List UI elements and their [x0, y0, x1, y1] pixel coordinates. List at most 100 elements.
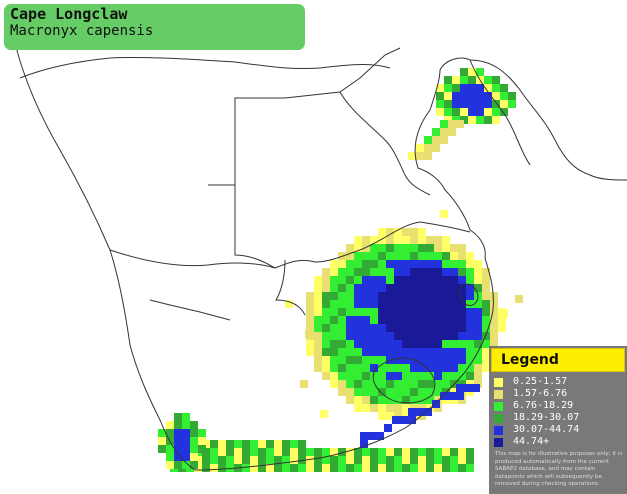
distribution-cell — [362, 332, 370, 340]
distribution-cell — [418, 228, 426, 236]
distribution-cell — [460, 84, 468, 92]
distribution-cell — [378, 412, 386, 420]
distribution-cell — [490, 308, 498, 316]
distribution-cell — [442, 324, 450, 332]
distribution-cell — [370, 448, 378, 456]
distribution-cell — [418, 332, 426, 340]
distribution-cell — [322, 276, 330, 284]
border-swaziland — [458, 283, 479, 306]
distribution-cell — [346, 380, 354, 388]
distribution-cell — [354, 388, 362, 396]
distribution-cell — [474, 284, 482, 292]
distribution-cell — [410, 340, 418, 348]
distribution-cell — [424, 144, 432, 152]
distribution-cell — [370, 268, 378, 276]
distribution-cell — [338, 308, 346, 316]
distribution-cell — [410, 244, 418, 252]
distribution-cell — [402, 252, 410, 260]
distribution-cell — [346, 316, 354, 324]
distribution-cell — [482, 284, 490, 292]
distribution-cell — [285, 300, 293, 308]
distribution-cell — [402, 348, 410, 356]
distribution-cell — [266, 440, 274, 448]
distribution-cell — [460, 92, 468, 100]
distribution-cell — [378, 456, 386, 464]
distribution-cell — [432, 144, 440, 152]
distribution-cell — [370, 356, 378, 364]
distribution-cell — [386, 228, 394, 236]
distribution-cell — [434, 356, 442, 364]
distribution-cell — [452, 100, 460, 108]
distribution-cell — [314, 332, 322, 340]
legend-label: 1.57-6.76 — [513, 388, 568, 399]
distribution-cell — [484, 100, 492, 108]
distribution-cell — [402, 464, 410, 472]
legend-panel: Legend 0.25-1.57 1.57-6.76 6.76-18.29 18… — [489, 346, 627, 494]
distribution-cell — [466, 340, 474, 348]
distribution-cell — [418, 340, 426, 348]
distribution-cell — [434, 448, 442, 456]
distribution-cell — [442, 308, 450, 316]
distribution-cell — [338, 332, 346, 340]
distribution-cell — [314, 324, 322, 332]
distribution-cell — [330, 364, 338, 372]
legend-title: Legend — [491, 348, 625, 372]
distribution-cell — [250, 448, 258, 456]
distribution-cell — [426, 372, 434, 380]
distribution-cell — [500, 310, 508, 318]
distribution-cell — [346, 340, 354, 348]
distribution-cell — [174, 445, 182, 453]
distribution-cell — [370, 292, 378, 300]
distribution-cell — [266, 456, 274, 464]
distribution-cell — [354, 260, 362, 268]
distribution-cell — [306, 308, 314, 316]
distribution-cell — [434, 316, 442, 324]
distribution-cell — [458, 292, 466, 300]
distribution-cell — [282, 456, 290, 464]
legend-disclaimer: This map is for illustrative purposes on… — [495, 451, 623, 488]
distribution-cell — [402, 308, 410, 316]
distribution-cell — [368, 432, 376, 440]
distribution-cell — [402, 448, 410, 456]
distribution-cell — [258, 440, 266, 448]
distribution-cell — [354, 356, 362, 364]
distribution-cell — [346, 276, 354, 284]
distribution-cell — [386, 412, 394, 420]
distribution-cell — [234, 440, 242, 448]
distribution-cell — [158, 429, 166, 437]
legend-swatch — [494, 425, 503, 435]
distribution-cell — [346, 456, 354, 464]
distribution-cell — [378, 252, 386, 260]
distribution-cell — [458, 284, 466, 292]
distribution-cell — [418, 380, 426, 388]
distribution-cell — [378, 268, 386, 276]
distribution-cell — [378, 276, 386, 284]
distribution-cell — [386, 316, 394, 324]
distribution-cell — [432, 136, 440, 144]
distribution-cell — [490, 340, 498, 348]
distribution-cell — [384, 424, 392, 432]
distribution-cell — [402, 324, 410, 332]
distribution-cell — [370, 260, 378, 268]
distribution-cell — [418, 252, 426, 260]
distribution-cell — [410, 388, 418, 396]
distribution-cell — [450, 284, 458, 292]
distribution-cell — [346, 292, 354, 300]
distribution-cell — [402, 244, 410, 252]
distribution-cell — [474, 276, 482, 284]
distribution-cell — [442, 260, 450, 268]
distribution-cell — [476, 108, 484, 116]
distribution-cell — [394, 276, 402, 284]
distribution-cell — [466, 448, 474, 456]
distribution-cell — [444, 76, 452, 84]
distribution-cell — [482, 332, 490, 340]
distribution-cell — [490, 292, 498, 300]
distribution-cell — [258, 464, 266, 472]
distribution-cell — [362, 404, 370, 412]
distribution-cell — [210, 440, 218, 448]
distribution-cell — [426, 388, 434, 396]
distribution-cell — [410, 252, 418, 260]
distribution-cell — [322, 464, 330, 472]
distribution-cell — [386, 252, 394, 260]
border-zimbabwe — [339, 91, 431, 196]
